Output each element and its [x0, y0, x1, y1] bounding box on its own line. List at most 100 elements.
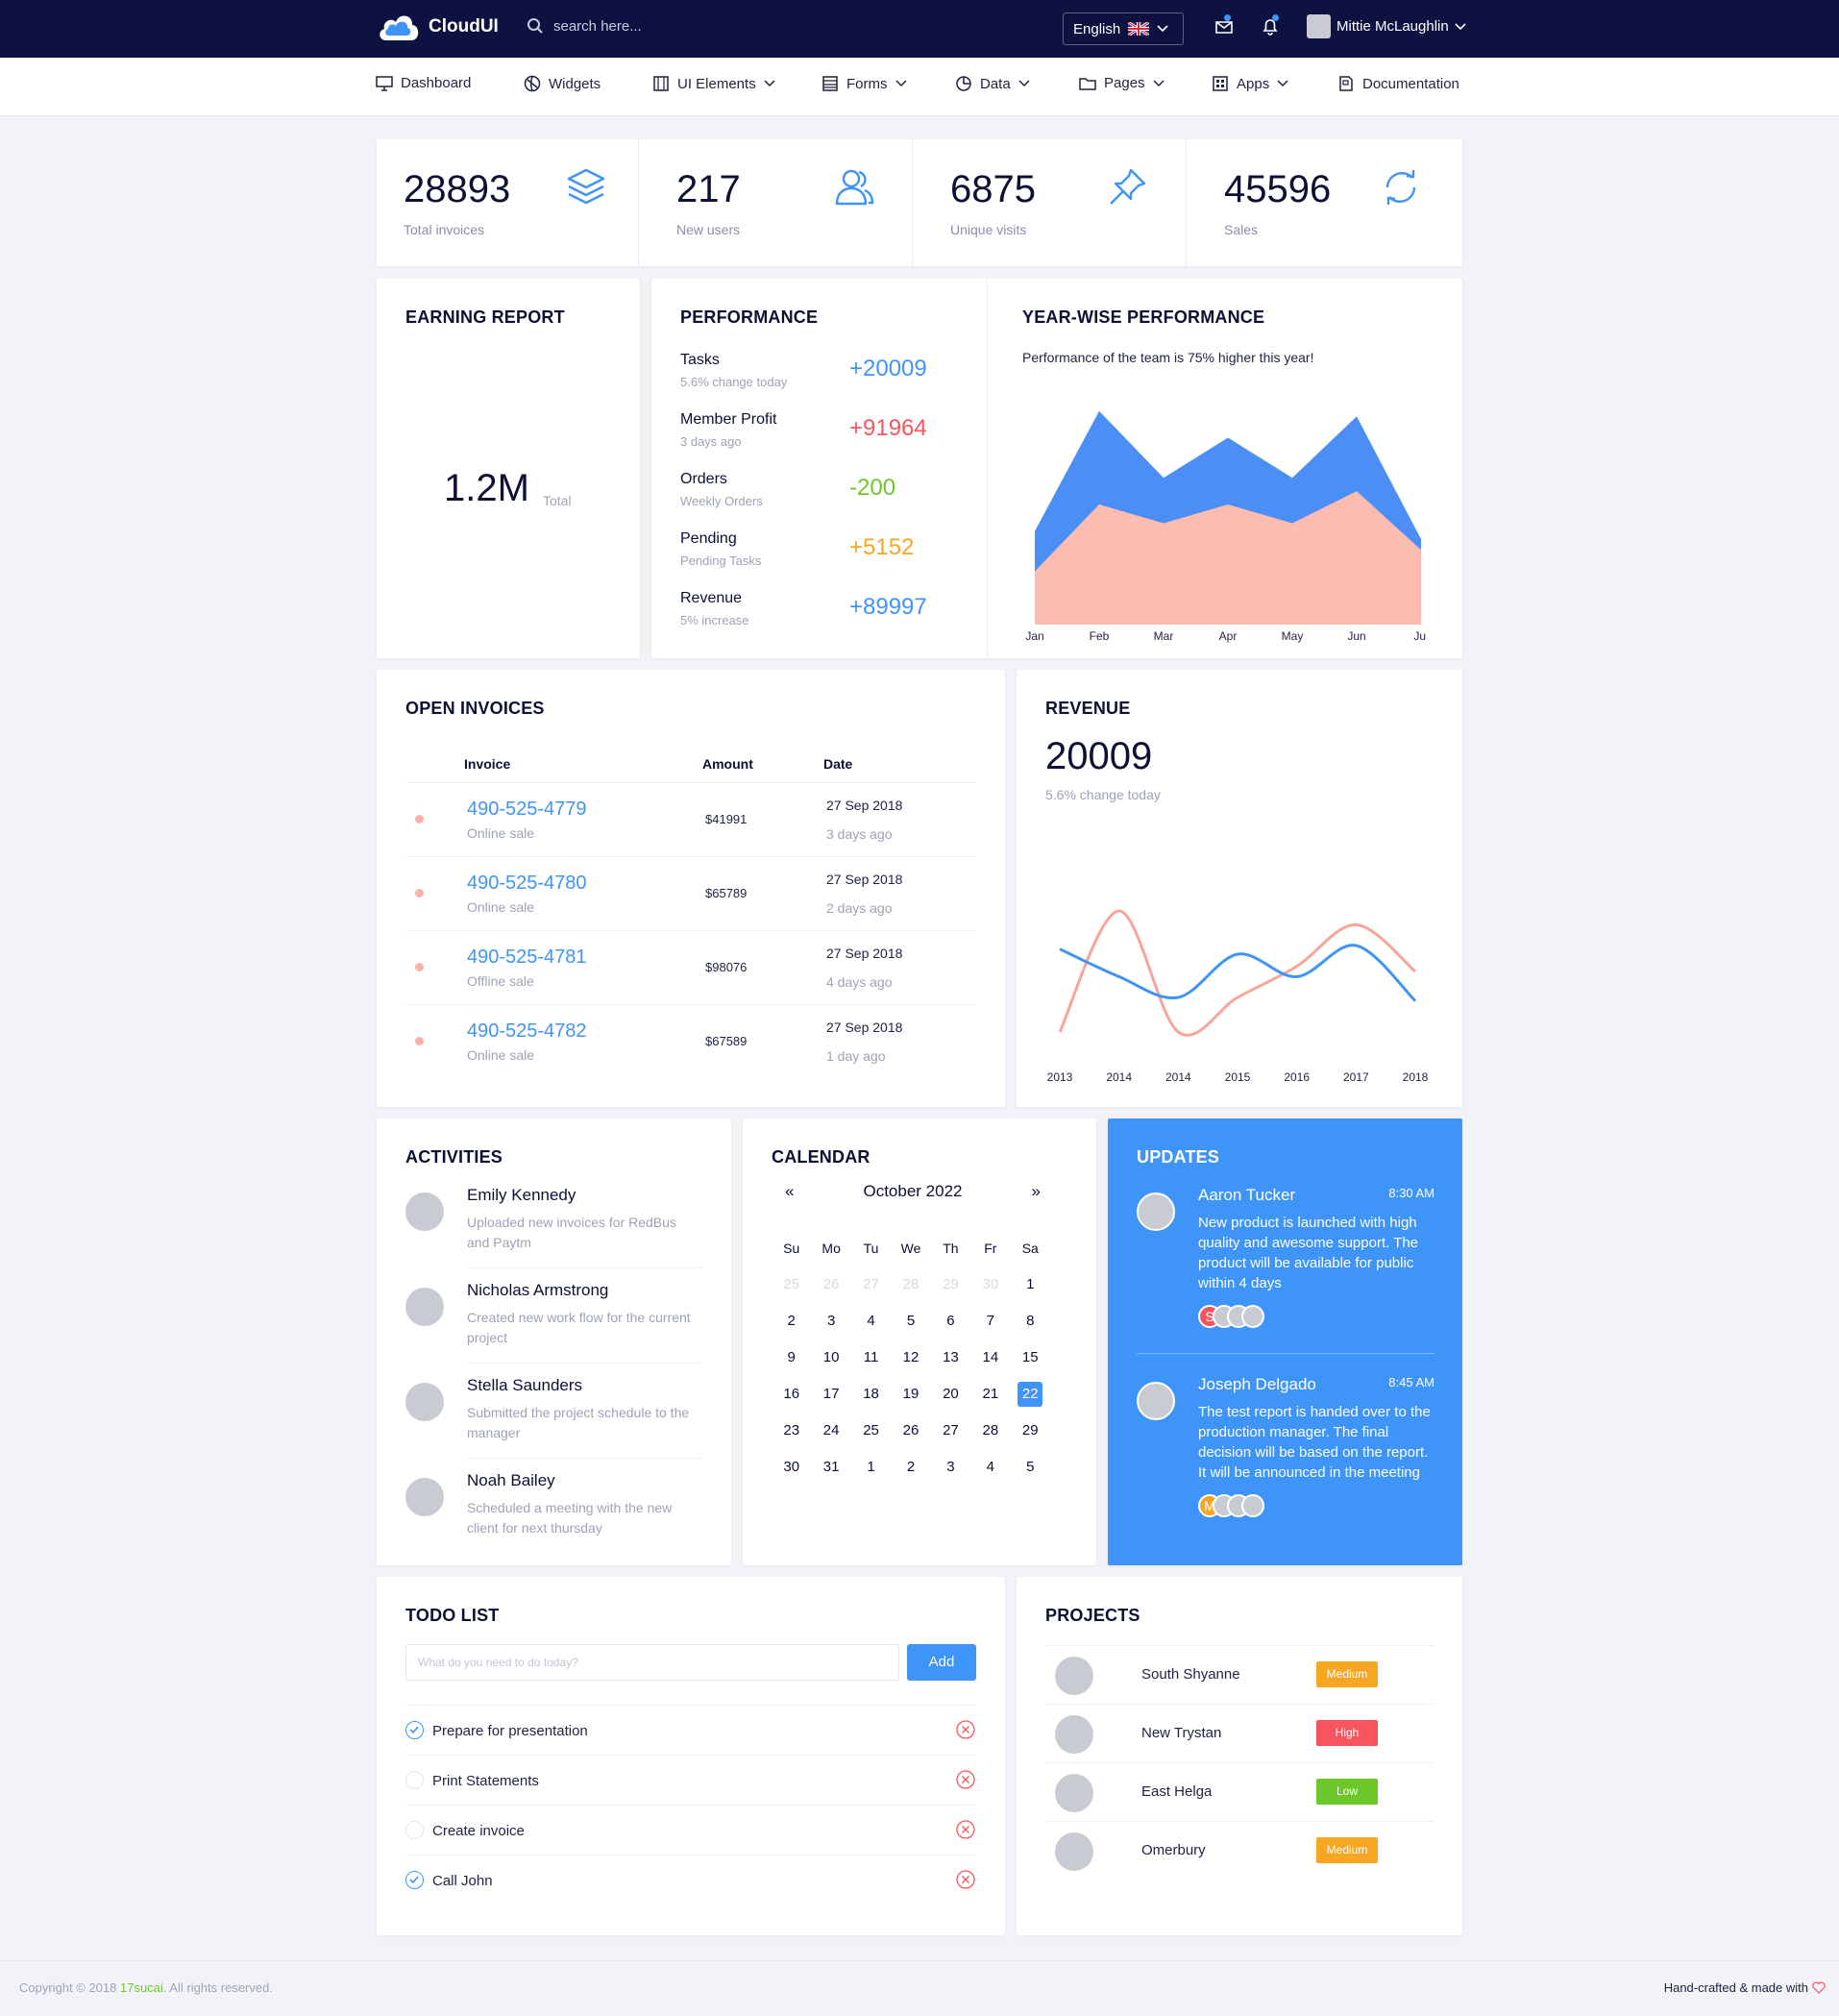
calendar-day[interactable]: 30: [783, 1459, 800, 1475]
invoice-link[interactable]: 490-525-4782: [467, 1020, 587, 1042]
calendar-day[interactable]: 14: [982, 1349, 999, 1365]
calendar-day[interactable]: 25: [783, 1276, 800, 1292]
calendar-day[interactable]: 16: [783, 1386, 800, 1402]
calendar-day[interactable]: 4: [986, 1459, 995, 1475]
calendar-grid: Su Mo Tu We Th Fr Sa 25 26 27 28 29 30 1 2 3 4 5 6 7 8 9 10 11 1…: [772, 1236, 1050, 1480]
invoice-amount: $65789: [705, 886, 748, 900]
calendar-day[interactable]: 28: [902, 1276, 920, 1292]
nav-ui-elements[interactable]: UI Elements: [652, 75, 775, 92]
delete-button[interactable]: [955, 1769, 976, 1790]
line-series-2: [1059, 944, 1417, 1002]
priority-badge: Medium: [1316, 1837, 1378, 1863]
calendar-today[interactable]: 22: [1018, 1382, 1043, 1407]
search-input[interactable]: search here...: [553, 17, 642, 35]
search-box[interactable]: search here...: [527, 17, 642, 35]
calendar-day[interactable]: 27: [943, 1422, 959, 1438]
todo-item: Print Statements: [405, 1755, 976, 1805]
invoice-link[interactable]: 490-525-4780: [467, 873, 587, 894]
calendar-day[interactable]: 2: [906, 1459, 916, 1475]
calendar-day[interactable]: 31: [822, 1459, 840, 1475]
calendar-day[interactable]: 22: [1011, 1382, 1050, 1407]
calendar-day[interactable]: 1: [867, 1459, 875, 1475]
calendar-day[interactable]: 5: [1026, 1459, 1035, 1475]
performance-value: +89997: [849, 594, 927, 620]
calendar-day[interactable]: 20: [943, 1386, 959, 1402]
calendar-day[interactable]: 5: [906, 1313, 916, 1329]
invoice-link[interactable]: 490-525-4781: [467, 947, 587, 968]
project-row[interactable]: Omerbury Medium: [1045, 1821, 1434, 1880]
year-wise-area-chart: Jan Feb Mar Apr May Jun Jul: [1025, 410, 1426, 643]
notification-badge: [1272, 14, 1279, 21]
todo-input[interactable]: What do you need to do today?: [405, 1644, 899, 1681]
nav-pages[interactable]: Pages: [1079, 75, 1165, 91]
nav-label: Documentation: [1362, 75, 1459, 92]
calendar-day[interactable]: 27: [863, 1276, 879, 1292]
performance-row: Pending Pending Tasks +5152: [680, 530, 969, 578]
calendar-day[interactable]: 26: [822, 1276, 840, 1292]
prev-month-button[interactable]: «: [785, 1182, 795, 1200]
todo-checkbox[interactable]: [405, 1821, 424, 1839]
calendar-day[interactable]: 29: [943, 1276, 959, 1292]
widgets-icon: [524, 75, 541, 92]
user-menu[interactable]: Mittie McLaughlin: [1307, 14, 1466, 38]
avatar: [1241, 1305, 1264, 1328]
calendar-day[interactable]: 18: [863, 1386, 879, 1402]
calendar-day[interactable]: 23: [783, 1422, 800, 1438]
performance-label: Member Profit: [680, 411, 777, 428]
language-select[interactable]: English: [1063, 12, 1184, 45]
next-month-button[interactable]: »: [1031, 1182, 1041, 1200]
calendar-day[interactable]: 9: [787, 1349, 796, 1365]
calendar-day[interactable]: 30: [982, 1276, 999, 1292]
brand-logo[interactable]: CloudUI: [377, 10, 499, 44]
calendar-day[interactable]: 12: [902, 1349, 920, 1365]
calendar-day[interactable]: 2: [787, 1313, 796, 1329]
calendar-day[interactable]: 17: [822, 1386, 840, 1402]
calendar-day[interactable]: 4: [867, 1313, 875, 1329]
add-button[interactable]: Add: [907, 1644, 976, 1681]
mail-button[interactable]: [1214, 14, 1234, 36]
nav-dashboard[interactable]: Dashboard: [376, 75, 471, 91]
delete-button[interactable]: [955, 1719, 976, 1740]
calendar-day[interactable]: 8: [1026, 1313, 1035, 1329]
calendar-day[interactable]: 11: [863, 1349, 879, 1365]
calendar-day[interactable]: 3: [826, 1313, 836, 1329]
performance-value: +5152: [849, 534, 915, 560]
x-tick-label: Apr: [1219, 629, 1238, 643]
calendar-day[interactable]: 21: [982, 1386, 999, 1402]
card-title: CALENDAR: [772, 1147, 870, 1167]
invoice-link[interactable]: 490-525-4779: [467, 799, 587, 820]
calendar-day[interactable]: 15: [1021, 1349, 1039, 1365]
calendar-day[interactable]: 26: [902, 1422, 920, 1438]
nav-data[interactable]: Data: [955, 75, 1030, 92]
calendar-day[interactable]: 29: [1021, 1422, 1039, 1438]
todo-checkbox[interactable]: [405, 1871, 424, 1889]
calendar-day[interactable]: 25: [863, 1422, 879, 1438]
delete-button[interactable]: [955, 1869, 976, 1890]
calendar-day[interactable]: 28: [982, 1422, 999, 1438]
mail-icon: [1215, 21, 1233, 34]
nav-widgets[interactable]: Widgets: [524, 75, 601, 92]
project-row[interactable]: New Trystan High: [1045, 1704, 1434, 1762]
footer-brand-link[interactable]: 17sucai: [119, 1980, 163, 1995]
calendar-day[interactable]: 7: [986, 1313, 995, 1329]
nav-apps[interactable]: Apps: [1212, 75, 1288, 92]
calendar-day[interactable]: 19: [902, 1386, 920, 1402]
activity-item: Noah Bailey Scheduled a meeting with the…: [405, 1471, 703, 1567]
notifications-button[interactable]: [1261, 14, 1280, 36]
calendar-day[interactable]: 10: [822, 1349, 840, 1365]
calendar-day[interactable]: 6: [946, 1313, 955, 1329]
delete-button[interactable]: [955, 1819, 976, 1840]
project-row[interactable]: South Shyanne Medium: [1045, 1645, 1434, 1704]
divider: [987, 279, 988, 658]
invoice-type: Online sale: [467, 1047, 535, 1063]
project-row[interactable]: East Helga Low: [1045, 1762, 1434, 1821]
todo-item: Create invoice: [405, 1805, 976, 1855]
nav-forms[interactable]: Forms: [821, 75, 907, 92]
calendar-day[interactable]: 13: [943, 1349, 959, 1365]
calendar-day[interactable]: 1: [1026, 1276, 1035, 1292]
calendar-day[interactable]: 3: [946, 1459, 955, 1475]
todo-checkbox[interactable]: [405, 1721, 424, 1739]
todo-checkbox[interactable]: [405, 1771, 424, 1789]
calendar-day[interactable]: 24: [822, 1422, 840, 1438]
nav-documentation[interactable]: Documentation: [1337, 75, 1459, 92]
